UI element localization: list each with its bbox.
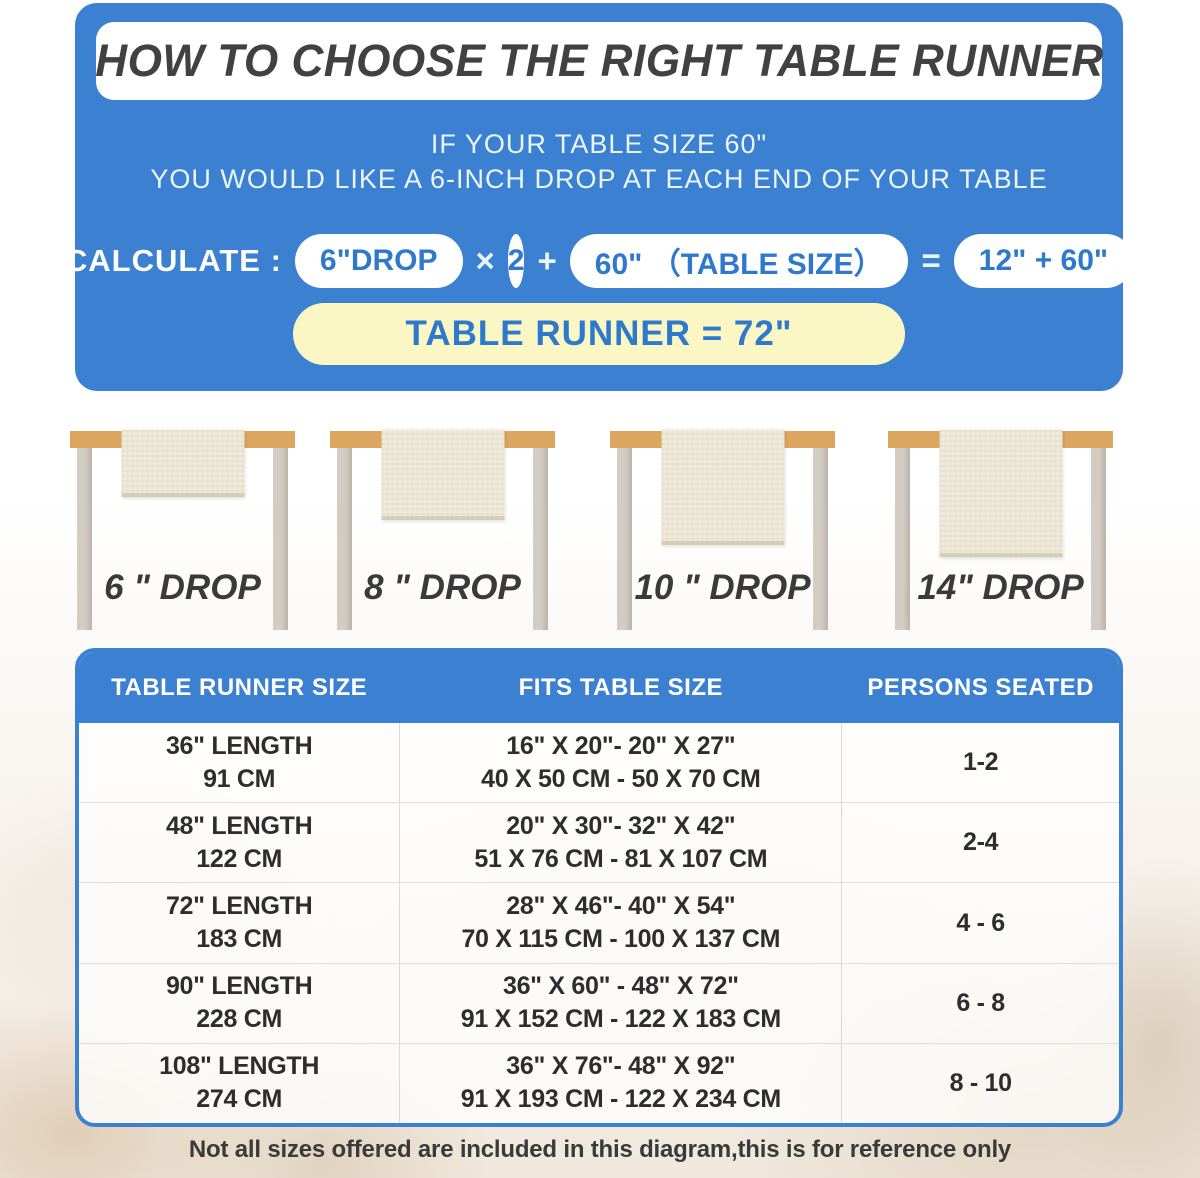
intro-line-1: IF YOUR TABLE SIZE 60" bbox=[430, 129, 768, 159]
size-chart-body: 36" LENGTH 91 CM 16" X 20"- 20" X 27" 40… bbox=[79, 723, 1119, 1123]
size-inches: 48" LENGTH bbox=[165, 811, 313, 840]
table-row: 90" LENGTH 228 CM 36" X 60" - 48" X 72" … bbox=[79, 962, 1119, 1043]
table-runner bbox=[381, 428, 504, 520]
plus-operator: + bbox=[537, 242, 557, 279]
calculate-label: CALCULATE : bbox=[64, 243, 282, 278]
table-runner bbox=[661, 428, 784, 545]
size-inches: 90" LENGTH bbox=[165, 972, 313, 1001]
fits-cm: 40 X 50 CM - 50 X 70 CM bbox=[481, 764, 761, 793]
runner-size-cell: 108" LENGTH 274 CM bbox=[79, 1044, 399, 1123]
drop-figure-10: 10 " DROP bbox=[610, 390, 835, 648]
persons-count: 8 - 10 bbox=[949, 1068, 1012, 1097]
runner-size-cell: 48" LENGTH 122 CM bbox=[79, 803, 399, 882]
fits-inches: 16" X 20"- 20" X 27" bbox=[506, 731, 736, 760]
header-persons-seated: PERSONS SEATED bbox=[867, 673, 1094, 701]
table-size-pill: 60" （TABLE SIZE） bbox=[569, 234, 909, 288]
persons-count: 4 - 6 bbox=[956, 908, 1005, 937]
table-leg bbox=[813, 448, 828, 630]
intro-line-2: YOU WOULD LIKE A 6-INCH DROP AT EACH END… bbox=[150, 164, 1048, 194]
table-row: 48" LENGTH 122 CM 20" X 30"- 32" X 42" 5… bbox=[79, 802, 1119, 883]
table-runner bbox=[121, 428, 244, 497]
table-leg bbox=[77, 448, 92, 630]
sum-pill: 12" + 60" bbox=[953, 234, 1134, 288]
fits-size-cell: 20" X 30"- 32" X 42" 51 X 76 CM - 81 X 1… bbox=[399, 803, 843, 883]
table-row: 108" LENGTH 274 CM 36" X 76"- 48" X 92" … bbox=[79, 1042, 1119, 1123]
multiply-operator: × bbox=[475, 242, 495, 279]
fits-size-cell: 36" X 60" - 48" X 72" 91 X 152 CM - 122 … bbox=[399, 963, 843, 1043]
table-leg bbox=[895, 448, 910, 630]
fits-inches: 28" X 46"- 40" X 54" bbox=[506, 892, 736, 920]
size-cm: 274 CM bbox=[196, 1085, 283, 1114]
size-cm: 122 CM bbox=[196, 844, 283, 873]
fits-cm: 70 X 115 CM - 100 X 137 CM bbox=[461, 925, 781, 953]
page-title: HOW TO CHOOSE THE RIGHT TABLE RUNNER bbox=[94, 35, 1104, 86]
runner-size-cell: 72" LENGTH 183 CM bbox=[79, 883, 399, 962]
size-inches: 36" LENGTH bbox=[165, 731, 313, 760]
fits-inches: 36" X 60" - 48" X 72" bbox=[502, 972, 739, 1001]
table-leg bbox=[617, 448, 632, 630]
runner-size-cell: 36" LENGTH 91 CM bbox=[79, 723, 399, 802]
multiplier-circle: 2 bbox=[507, 234, 525, 288]
fits-size-cell: 16" X 20"- 20" X 27" 40 X 50 CM - 50 X 7… bbox=[399, 723, 843, 803]
persons-cell: 2-4 bbox=[842, 803, 1119, 882]
table-leg bbox=[337, 448, 352, 630]
fits-cm: 51 X 76 CM - 81 X 107 CM bbox=[474, 844, 768, 873]
table-leg bbox=[1091, 448, 1106, 630]
drop-label: 10 " DROP bbox=[634, 568, 811, 607]
fits-size-cell: 28" X 46"- 40" X 54" 70 X 115 CM - 100 X… bbox=[399, 883, 843, 963]
equals-operator: = bbox=[921, 242, 941, 279]
fits-cm: 91 X 193 CM - 122 X 234 CM bbox=[460, 1085, 781, 1114]
persons-cell: 4 - 6 bbox=[842, 883, 1119, 962]
fits-inches: 36" X 76"- 48" X 92" bbox=[506, 1052, 736, 1081]
drop-figure-6: 6 " DROP bbox=[70, 390, 295, 648]
persons-count: 6 - 8 bbox=[956, 988, 1005, 1017]
size-cm: 183 CM bbox=[196, 925, 283, 953]
table-leg bbox=[273, 448, 288, 630]
persons-count: 2-4 bbox=[963, 828, 999, 857]
runner-size-cell: 90" LENGTH 228 CM bbox=[79, 964, 399, 1043]
header-runner-size: TABLE RUNNER SIZE bbox=[111, 673, 368, 701]
header-fits-table-size: FITS TABLE SIZE bbox=[518, 673, 724, 701]
drop-label: 8 " DROP bbox=[364, 568, 521, 607]
table-leg bbox=[533, 448, 548, 630]
drop-label: 14" DROP bbox=[917, 568, 1084, 607]
fits-size-cell: 36" X 76"- 48" X 92" 91 X 193 CM - 122 X… bbox=[399, 1043, 843, 1123]
size-cm: 228 CM bbox=[196, 1005, 283, 1034]
size-inches: 108" LENGTH bbox=[159, 1052, 320, 1081]
table-row: 72" LENGTH 183 CM 28" X 46"- 40" X 54" 7… bbox=[79, 882, 1119, 963]
runner-result-pill: TABLE RUNNER = 72" bbox=[293, 303, 905, 365]
persons-cell: 1-2 bbox=[842, 723, 1119, 802]
drop-label: 6 " DROP bbox=[104, 568, 261, 607]
top-panel: HOW TO CHOOSE THE RIGHT TABLE RUNNER IF … bbox=[65, 3, 1134, 391]
size-chart-panel: TABLE RUNNER SIZE FITS TABLE SIZE PERSON… bbox=[75, 648, 1123, 1127]
size-chart-header: TABLE RUNNER SIZE FITS TABLE SIZE PERSON… bbox=[79, 652, 1119, 723]
table-runner bbox=[939, 428, 1062, 557]
drop-figure-8: 8 " DROP bbox=[330, 390, 555, 648]
drop-illustrations: 6 " DROP 8 " DROP 10 " DROP 14" DROP bbox=[0, 390, 1200, 648]
table-row: 36" LENGTH 91 CM 16" X 20"- 20" X 27" 40… bbox=[79, 723, 1119, 803]
size-cm: 91 CM bbox=[203, 764, 276, 793]
fits-inches: 20" X 30"- 32" X 42" bbox=[506, 811, 736, 840]
drop-figure-14: 14" DROP bbox=[888, 390, 1113, 648]
size-inches: 72" LENGTH bbox=[165, 892, 313, 920]
disclaimer-note: Not all sizes offered are included in th… bbox=[188, 1136, 1012, 1163]
persons-cell: 8 - 10 bbox=[842, 1044, 1119, 1123]
persons-count: 1-2 bbox=[963, 748, 999, 777]
fits-cm: 91 X 152 CM - 122 X 183 CM bbox=[460, 1005, 781, 1034]
calculation-row: CALCULATE : 6"DROP × 2 + 60" （TABLE SIZE… bbox=[65, 234, 1134, 288]
drop-pill: 6"DROP bbox=[294, 234, 463, 288]
title-banner: HOW TO CHOOSE THE RIGHT TABLE RUNNER bbox=[94, 22, 1104, 100]
persons-cell: 6 - 8 bbox=[842, 964, 1119, 1043]
